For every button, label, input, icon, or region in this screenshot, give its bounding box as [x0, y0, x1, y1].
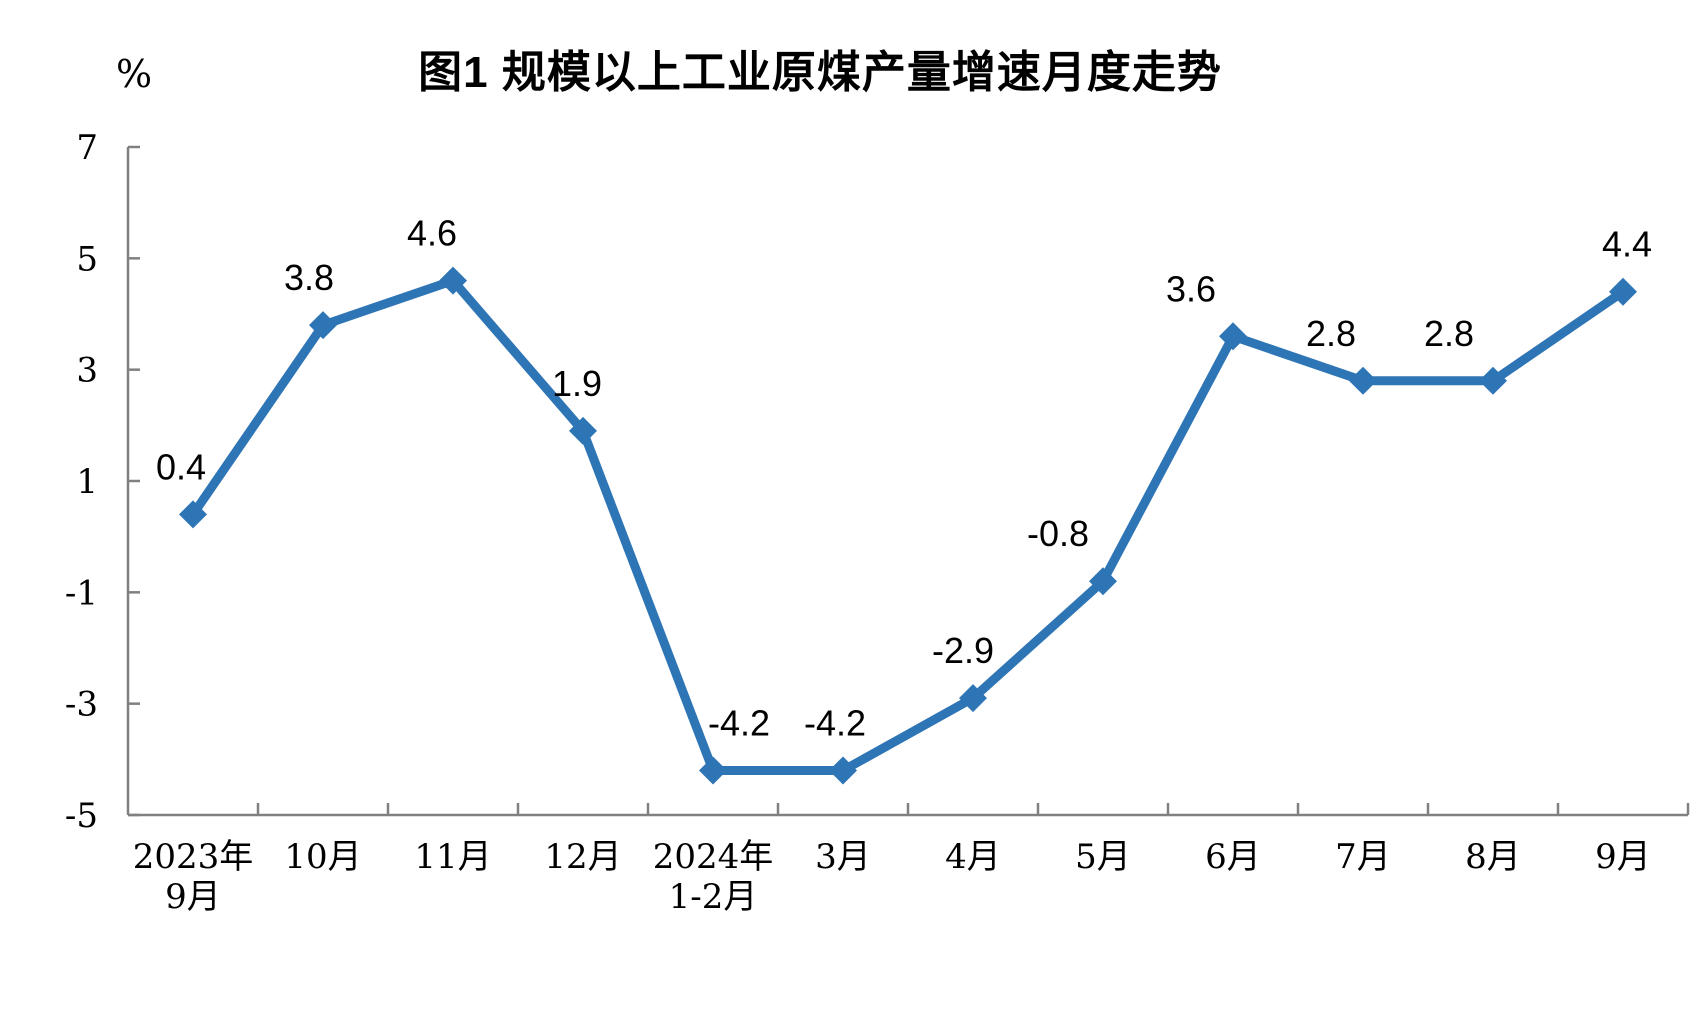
data-point-marker [959, 684, 987, 713]
x-tick-label: 11月 [414, 837, 491, 877]
data-point-marker [699, 756, 727, 785]
x-tick-label: 7月 [1335, 837, 1391, 877]
y-tick-label: 7 [76, 128, 98, 168]
data-point-marker [1479, 366, 1507, 395]
data-point-marker [1349, 366, 1377, 395]
data-label: -4.2 [804, 702, 866, 743]
y-tick-label: 3 [76, 351, 98, 391]
x-tick-label: 1-2月 [669, 877, 758, 917]
data-label: 3.6 [1166, 268, 1216, 309]
x-tick-label: 10月 [284, 837, 361, 877]
data-line [188, 276, 1628, 775]
data-label: 4.4 [1602, 224, 1652, 265]
data-label: 1.9 [552, 363, 602, 404]
x-tick-label: 2023年 [133, 837, 254, 877]
data-point-marker [1219, 322, 1247, 351]
x-tick-label: 12月 [544, 837, 621, 877]
x-tick-label: 9月 [1595, 837, 1651, 877]
y-axis-unit-label: % [116, 52, 153, 96]
x-tick-label: 4月 [945, 837, 1001, 877]
data-point-marker [179, 500, 207, 529]
y-tick-label: 5 [76, 239, 98, 279]
data-label: 2.8 [1306, 313, 1356, 354]
x-tick-label: 2024年 [653, 837, 774, 877]
data-point-marker [1089, 567, 1117, 596]
data-label: 0.4 [156, 446, 206, 487]
data-point-marker [309, 311, 337, 340]
data-label: 3.8 [284, 257, 334, 298]
data-label: -4.2 [708, 702, 770, 743]
data-label: 2.8 [1424, 313, 1474, 354]
y-tick-label: -5 [65, 796, 98, 836]
y-tick-label: -1 [65, 573, 98, 613]
x-tick-label: 3月 [815, 837, 871, 877]
data-point-marker [569, 416, 597, 445]
x-tick-label: 6月 [1205, 837, 1261, 877]
data-point-marker [439, 266, 467, 295]
data-point-marker [829, 756, 857, 785]
y-tick-label: -3 [65, 685, 98, 725]
data-point-marker [1609, 277, 1637, 306]
x-tick-label: 8月 [1465, 837, 1521, 877]
chart-title: 图1 规模以上工业原煤产量增速月度走势 [418, 48, 1222, 97]
data-label: -0.8 [1027, 513, 1089, 554]
data-label: 4.6 [407, 213, 457, 254]
x-tick-label: 9月 [165, 877, 221, 917]
data-label: -2.9 [932, 630, 994, 671]
y-tick-label: 1 [76, 462, 98, 502]
x-tick-label: 5月 [1075, 837, 1131, 877]
